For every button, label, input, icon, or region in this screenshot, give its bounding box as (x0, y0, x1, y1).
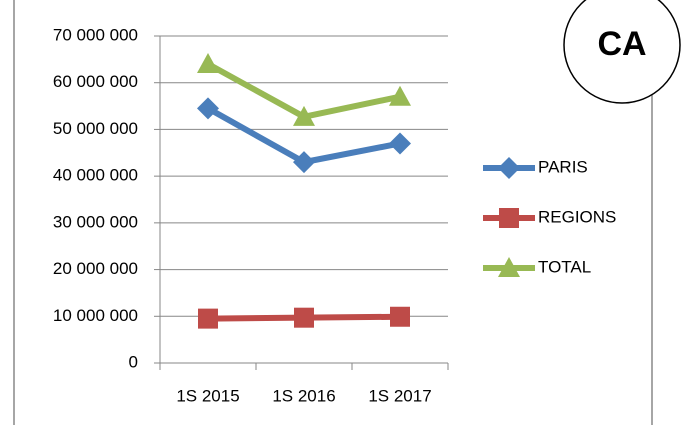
legend-label: PARIS (538, 157, 588, 176)
marker (294, 307, 314, 328)
y-tick-label: 60 000 000 (53, 72, 138, 91)
chart-frame (13, 0, 653, 425)
y-tick-label: 10 000 000 (53, 306, 138, 325)
marker (389, 85, 411, 106)
marker (197, 97, 219, 120)
y-tick-label: 30 000 000 (53, 212, 138, 231)
plot-area: 0 10 000 000 20 000 000 30 000 000 40 000 00… (53, 25, 617, 405)
marker (293, 105, 315, 126)
y-tick-label: 20 000 000 (53, 259, 138, 278)
y-tick-label: 70 000 000 (53, 25, 138, 44)
marker (390, 306, 410, 327)
y-tick-label: 50 000 000 (53, 119, 138, 138)
legend-marker (498, 257, 520, 277)
marker (198, 308, 218, 329)
marker (389, 132, 411, 155)
x-tick-label: 1S 2016 (272, 386, 335, 405)
badge (563, 0, 681, 104)
marker (293, 151, 315, 174)
legend-marker (499, 208, 519, 228)
y-tick-label: 0 (129, 352, 138, 371)
badge-text: CA (597, 25, 646, 63)
x-tick-label: 1S 2017 (368, 386, 431, 405)
legend-marker (498, 157, 520, 179)
marker (197, 53, 219, 74)
y-tick-label: 40 000 000 (53, 166, 138, 185)
legend-label: REGIONS (538, 207, 616, 226)
legend-label: TOTAL (538, 257, 591, 276)
x-tick-label: 1S 2015 (176, 386, 239, 405)
